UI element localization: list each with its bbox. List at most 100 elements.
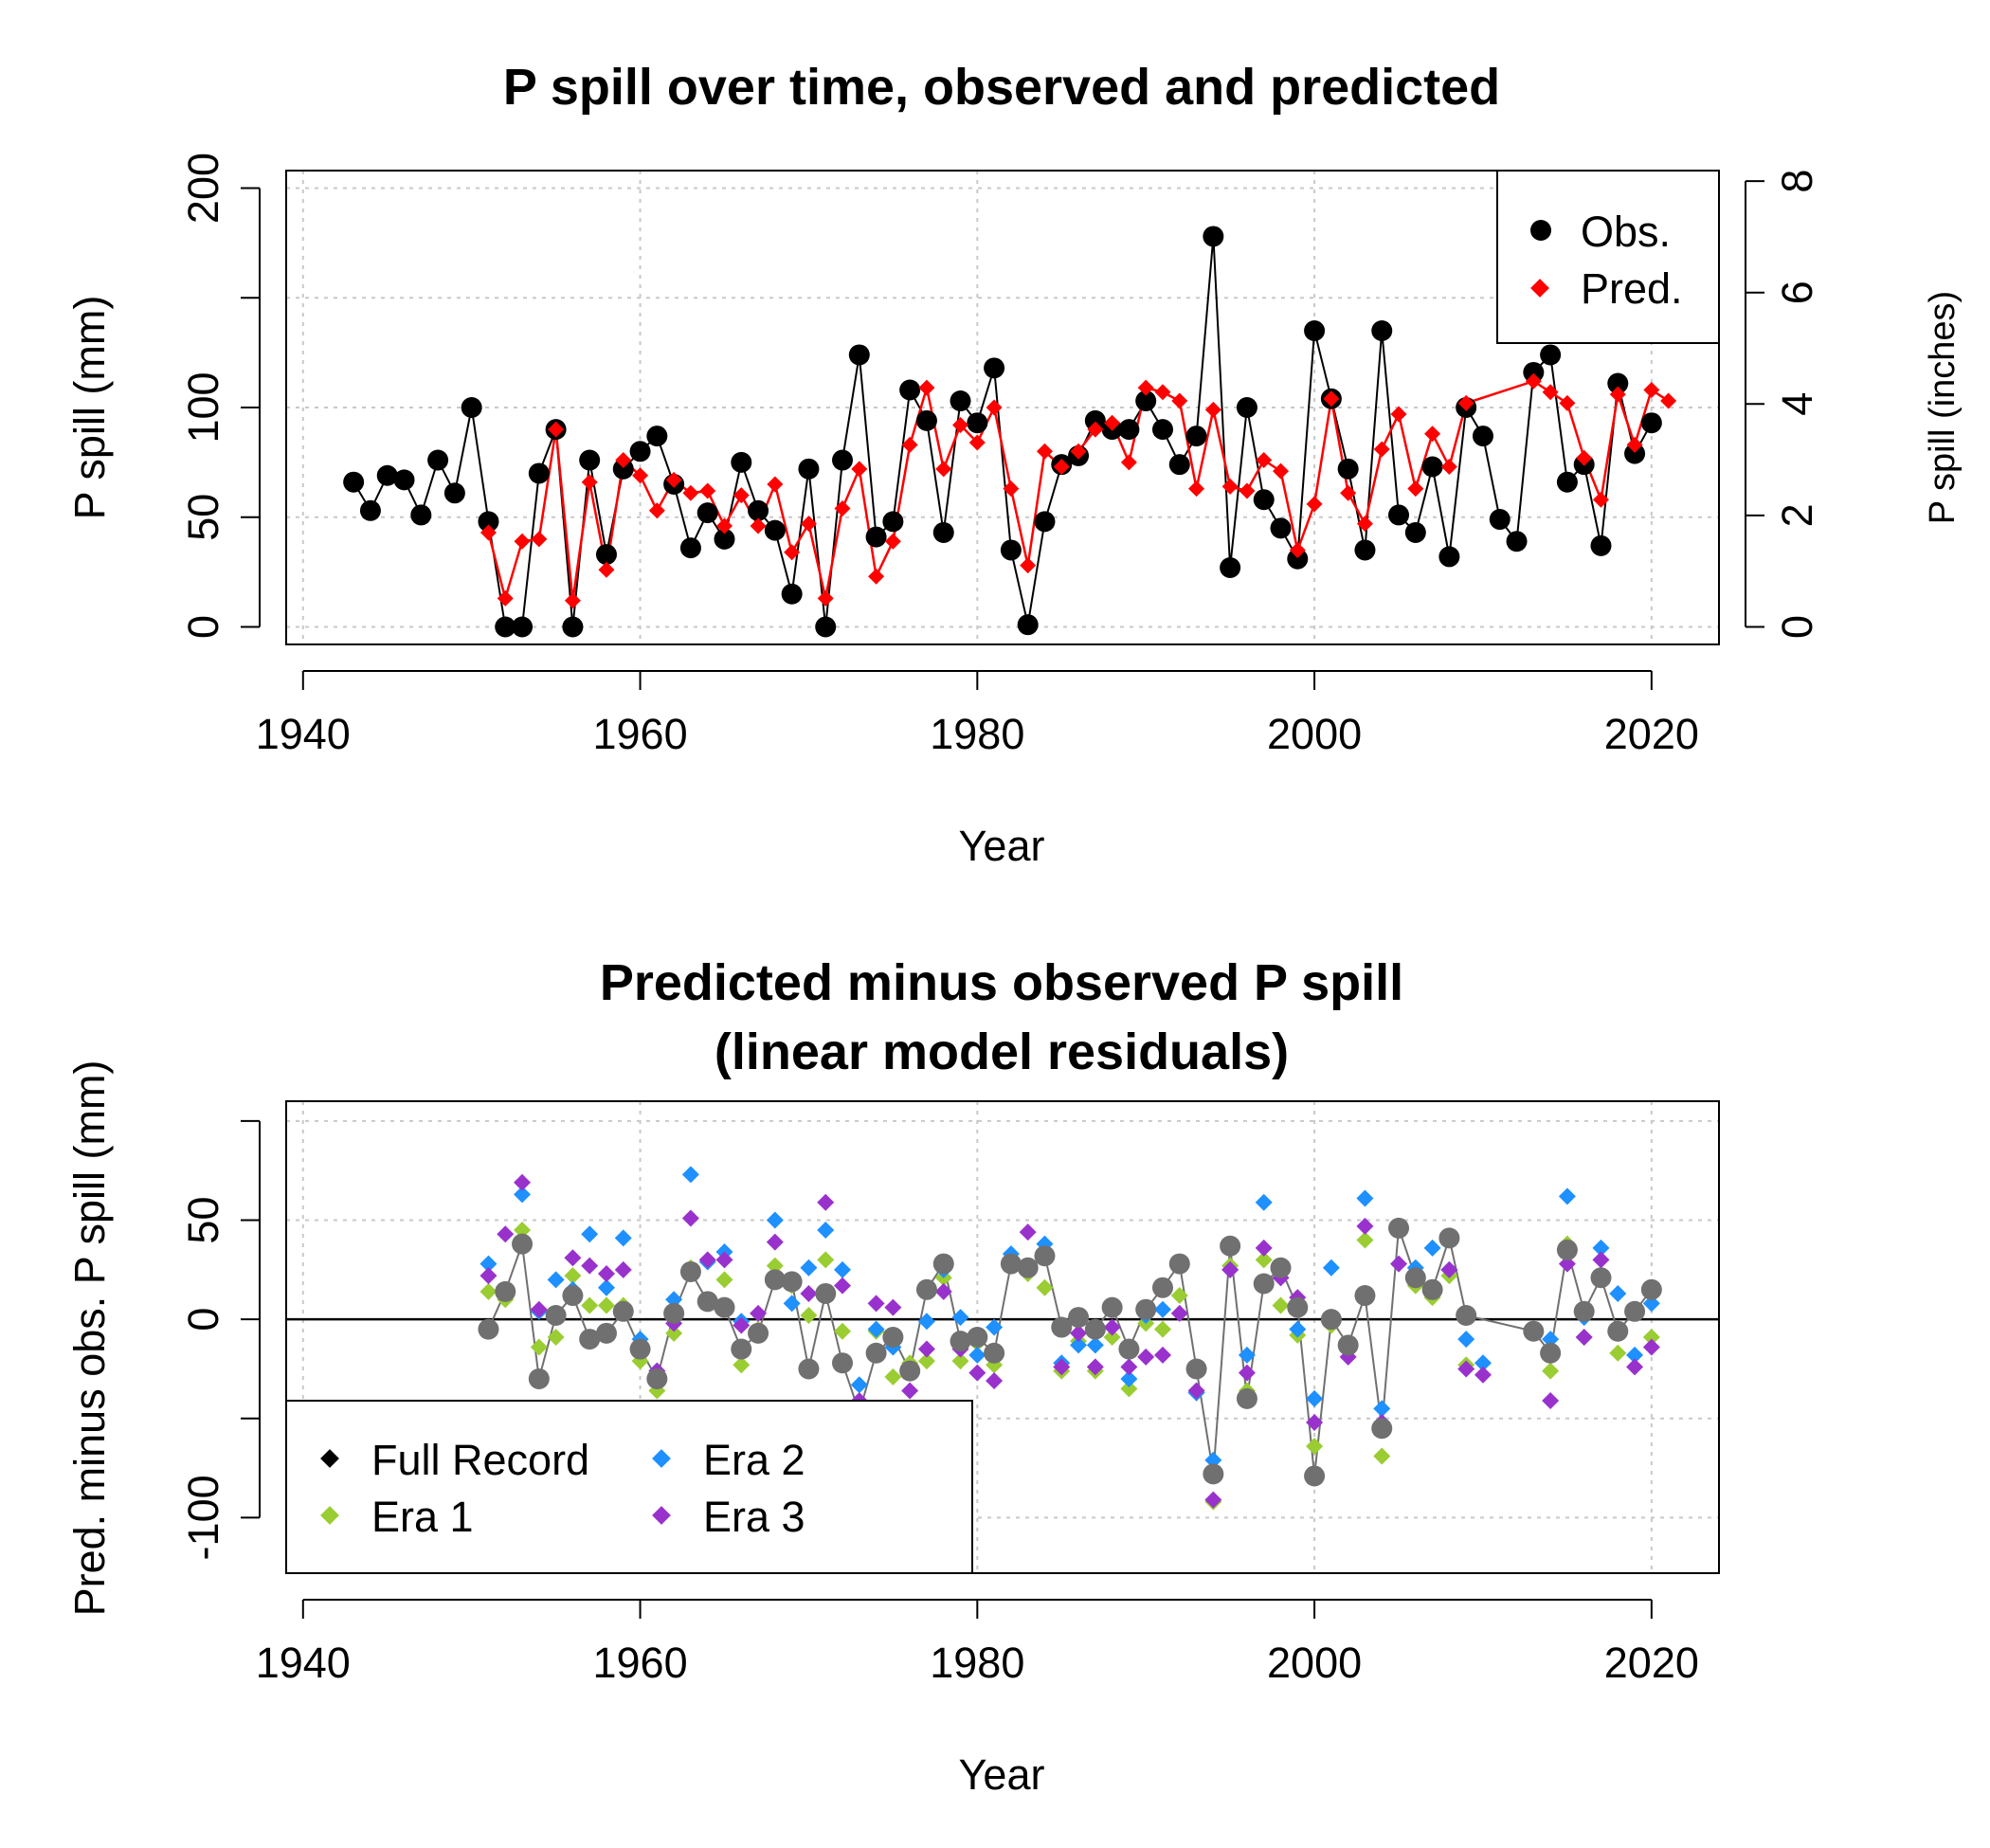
pred-point: [699, 482, 716, 499]
pred-point: [784, 544, 801, 561]
era1-point: [1036, 1278, 1054, 1296]
full-record-point: [579, 1329, 601, 1350]
obs-point: [1590, 534, 1612, 556]
pred-point: [901, 436, 918, 453]
era3-point: [834, 1277, 852, 1295]
era3-point: [698, 1251, 716, 1269]
era2-point: [1423, 1239, 1441, 1257]
bottom-y-tick-label: 0: [179, 1308, 227, 1332]
full-record-point: [714, 1296, 735, 1318]
bottom-x-axis-label: Year: [959, 1750, 1045, 1799]
pred-point: [1256, 452, 1273, 469]
full-record-point: [512, 1233, 534, 1255]
pred-point: [514, 533, 531, 550]
era2-point: [1626, 1346, 1644, 1364]
era3-point: [934, 1282, 952, 1300]
obs-point: [495, 616, 516, 638]
era1-point: [1642, 1329, 1660, 1346]
era3-point: [986, 1372, 1004, 1390]
era1-point: [1306, 1438, 1324, 1456]
full-record-point: [798, 1358, 820, 1380]
obs-point: [1185, 426, 1207, 447]
era3-point: [597, 1265, 615, 1283]
era2-point: [1373, 1400, 1391, 1418]
obs-point: [1118, 419, 1140, 441]
pred-point: [1457, 394, 1474, 411]
era3-point: [733, 1316, 751, 1334]
era2-point: [1542, 1331, 1560, 1349]
full-record-point: [478, 1318, 499, 1340]
full-record-point: [1573, 1300, 1595, 1322]
top-legend: Obs. Pred.: [1496, 170, 1720, 344]
era1-point: [715, 1271, 733, 1289]
era3-point: [1390, 1255, 1408, 1273]
top-x-tick-label: 2000: [1267, 710, 1362, 758]
era2-point: [834, 1260, 852, 1278]
obs-point: [1017, 614, 1039, 636]
obs-point: [1421, 456, 1443, 478]
era2-point: [951, 1309, 969, 1327]
full-record-point: [764, 1269, 786, 1291]
pred-point: [1188, 480, 1205, 498]
top-y-axis: 0 50 100 200: [179, 153, 261, 639]
pred-point: [1306, 496, 1323, 513]
full-record-point: [1556, 1239, 1578, 1260]
era3-point: [715, 1251, 733, 1269]
pred-point: [648, 502, 665, 519]
era2-point: [800, 1259, 818, 1277]
pred-point: [1660, 392, 1677, 409]
era2-point: [1120, 1369, 1138, 1387]
obs-point: [1523, 361, 1545, 383]
pred-point: [1340, 484, 1357, 501]
obs-point: [984, 357, 1005, 379]
era3-point: [514, 1173, 532, 1191]
era1-point: [1170, 1287, 1188, 1305]
bottom-y-tick-label: -100: [179, 1475, 227, 1560]
era2-point: [1457, 1331, 1475, 1349]
era3-point: [1306, 1413, 1324, 1431]
pred-point: [868, 568, 885, 585]
obs-point: [376, 464, 398, 486]
legend-full-record-marker: [320, 1449, 339, 1468]
obs-point: [343, 471, 365, 493]
obs-point: [950, 390, 971, 412]
era1-point: [514, 1222, 532, 1240]
obs-point: [1034, 511, 1056, 533]
obs-point: [798, 458, 820, 480]
top-y-tick-label: 50: [179, 494, 227, 541]
pred-point: [1356, 516, 1373, 533]
era2-point: [1356, 1189, 1374, 1207]
obs-point: [1556, 471, 1578, 493]
legend-era3-marker: [652, 1506, 671, 1525]
era3-point: [1204, 1491, 1222, 1509]
pred-point: [1020, 557, 1037, 574]
era1-point: [665, 1324, 683, 1342]
full-record-point: [1624, 1300, 1646, 1322]
obs-point: [1438, 546, 1460, 568]
era2-point: [1592, 1239, 1610, 1257]
legend-obs-label: Obs.: [1581, 208, 1671, 256]
bottom-x-axis: 1940 1960 1980 2000 2020: [256, 1599, 1699, 1687]
top-y-right-tick-label: 4: [1773, 392, 1821, 416]
era1-point: [547, 1329, 565, 1346]
full-record-point: [545, 1304, 567, 1326]
bottom-legend-box: [285, 1400, 973, 1574]
era1-point: [1153, 1320, 1171, 1338]
era3-point: [867, 1295, 885, 1313]
era3-point: [1053, 1358, 1071, 1376]
era1-point: [564, 1267, 582, 1285]
obs-point: [629, 441, 651, 462]
era1-point: [581, 1296, 599, 1314]
obs-point: [562, 616, 584, 638]
full-record-point: [1404, 1267, 1426, 1289]
obs-point: [832, 449, 854, 471]
obs-point: [932, 521, 954, 543]
bottom-x-tick-label: 1960: [592, 1639, 687, 1687]
obs-series-line: [353, 236, 1653, 628]
era3-point: [1221, 1260, 1239, 1278]
full-record-point: [1270, 1257, 1292, 1278]
era3-point: [681, 1209, 699, 1227]
obs-point: [579, 449, 601, 471]
era3-point: [1255, 1239, 1273, 1257]
full-record-point: [1168, 1253, 1190, 1275]
